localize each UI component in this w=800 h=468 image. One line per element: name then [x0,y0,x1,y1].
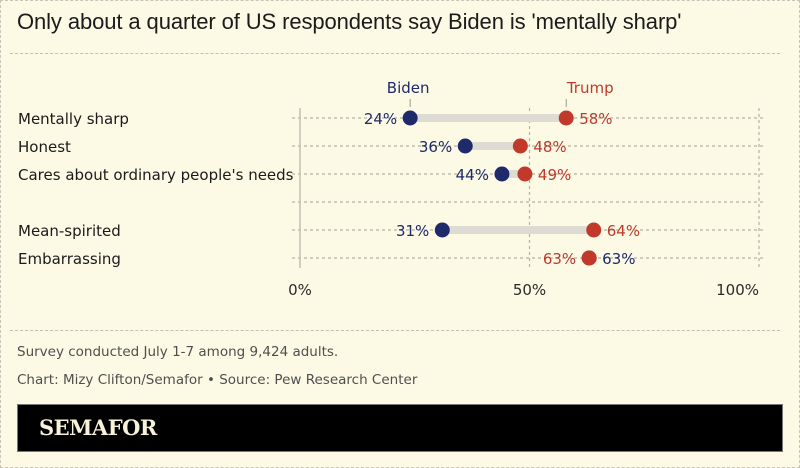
trump-value-label: 58% [579,110,612,128]
trump-dot [517,166,533,182]
biden-dot [434,222,450,238]
brand-bar: SEMAFOR [17,404,783,452]
biden-value-label: 44% [456,166,489,184]
trump-dot [558,110,574,126]
survey-note: Survey conducted July 1-7 among 9,424 ad… [17,344,339,360]
trump-value-label: 63% [543,250,576,268]
title-divider [10,53,780,54]
category-label: Embarrassing [18,250,121,268]
trump-value-label: 49% [538,166,571,184]
trump-dot [512,138,528,154]
biden-dot [457,138,473,154]
brand-logo: SEMAFOR [39,415,157,440]
biden-value-label: 24% [364,110,397,128]
footer-divider [10,330,780,331]
chart-title: Only about a quarter of US respondents s… [17,9,682,34]
x-tick-label: 0% [288,281,312,299]
biden-value-label: 63% [602,250,635,268]
trump-dot [586,222,602,238]
legend-biden: Biden [387,79,430,97]
category-label: Mentally sharp [18,110,129,128]
legend-trump: Trump [566,79,614,97]
source-credit: Chart: Mizy Clifton/Semafor • Source: Pe… [17,372,418,388]
trump-value-label: 48% [533,138,566,156]
trump-value-label: 64% [607,222,640,240]
category-label: Honest [18,138,71,156]
x-tick-label: 100% [716,281,759,299]
dumbbell-chart: 0% 50% 100% Mentally sharp 24% 58% Honest 36% 48… [18,79,764,299]
biden-value-label: 31% [396,222,429,240]
x-tick-label: 50% [513,281,546,299]
biden-dot [402,110,418,126]
trump-dot [581,250,597,266]
category-label: Cares about ordinary people's needs [18,166,294,184]
biden-value-label: 36% [419,138,452,156]
biden-dot [494,166,510,182]
category-label: Mean-spirited [18,222,121,240]
